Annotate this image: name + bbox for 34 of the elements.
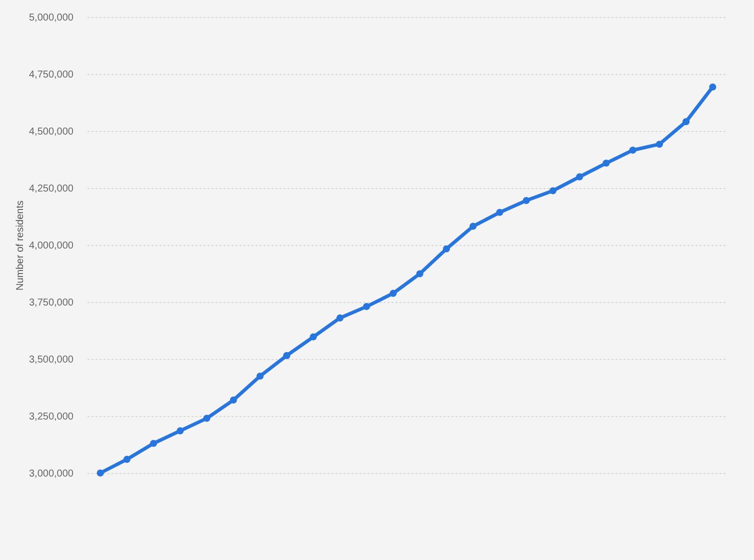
y-tick-label: 3,750,000 bbox=[29, 298, 74, 308]
point bbox=[336, 314, 344, 322]
point bbox=[96, 469, 104, 477]
y-tick-label: 5,000,000 bbox=[29, 12, 74, 24]
y-tick-label: 4,750,000 bbox=[29, 70, 74, 80]
point bbox=[230, 396, 237, 404]
point bbox=[442, 245, 450, 252]
point bbox=[123, 456, 130, 463]
point bbox=[283, 352, 290, 360]
point bbox=[522, 197, 530, 204]
point bbox=[256, 372, 264, 380]
point bbox=[656, 140, 663, 148]
point bbox=[390, 290, 397, 297]
y-tick-label: 3,500,000 bbox=[29, 354, 74, 366]
point bbox=[203, 414, 210, 422]
point bbox=[176, 427, 184, 434]
y-tick-label: 4,500,000 bbox=[29, 126, 74, 138]
y-tick-label: 3,250,000 bbox=[29, 412, 74, 422]
point bbox=[150, 440, 158, 447]
point bbox=[470, 222, 477, 230]
point bbox=[416, 270, 424, 278]
point bbox=[602, 160, 610, 167]
point bbox=[576, 173, 584, 180]
point bbox=[629, 146, 636, 154]
point bbox=[496, 208, 504, 216]
y-tick-label: 4,250,000 bbox=[29, 184, 74, 194]
point bbox=[709, 83, 716, 91]
point bbox=[363, 303, 370, 310]
y-tick-label: 4,000,000 bbox=[29, 240, 74, 252]
y-tick-label: 3,000,000 bbox=[29, 468, 74, 480]
point bbox=[549, 187, 556, 194]
point bbox=[310, 333, 317, 340]
y-axis-title: Number of residents bbox=[15, 200, 26, 291]
point bbox=[682, 118, 690, 126]
